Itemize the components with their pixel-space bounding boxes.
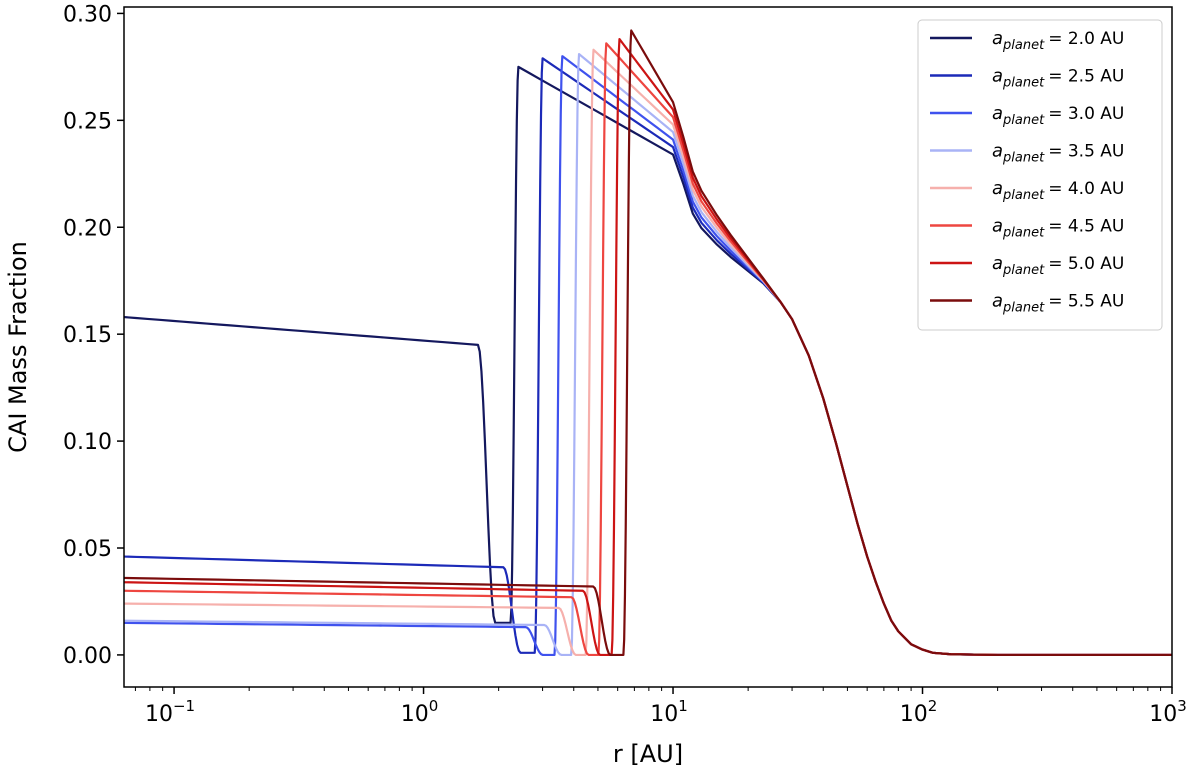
x-tick-base: 10 <box>1149 702 1177 727</box>
legend-value: = 3.0 AU <box>1048 104 1124 124</box>
x-tick-label: 100 <box>401 697 439 727</box>
legend-subscript: planet <box>1002 38 1045 53</box>
x-tick-exponent: −1 <box>173 697 195 715</box>
plot-frame <box>123 6 1173 688</box>
legend-symbol: a <box>992 216 1003 237</box>
legend-subscript: planet <box>1002 76 1045 91</box>
x-tick-exponent: 3 <box>1177 697 1187 715</box>
x-tick-base: 10 <box>900 702 928 727</box>
y-tick-label: 0.15 <box>63 323 112 348</box>
x-axis-label: r [AU] <box>613 740 683 768</box>
legend-value: = 3.5 AU <box>1048 142 1124 162</box>
legend-label: aplanet = 2.0 AU <box>992 28 1124 53</box>
legend-label: aplanet = 4.0 AU <box>992 178 1124 203</box>
x-tick-label: 101 <box>650 697 688 727</box>
legend-subscript: planet <box>1002 263 1045 278</box>
legend-value: = 5.5 AU <box>1048 292 1124 312</box>
x-tick-label: 10−1 <box>145 697 195 727</box>
y-tick-label: 0.25 <box>63 109 112 134</box>
legend-subscript: planet <box>1002 188 1045 203</box>
legend-label: aplanet = 4.5 AU <box>992 216 1124 241</box>
legend-label: aplanet = 3.5 AU <box>992 141 1124 166</box>
legend-box <box>917 19 1163 331</box>
x-tick-base: 10 <box>650 702 678 727</box>
y-tick-label: 0.10 <box>63 430 112 455</box>
legend-value: = 2.5 AU <box>1048 67 1124 87</box>
y-tick-label: 0.20 <box>63 216 112 241</box>
legend-symbol: a <box>992 178 1003 199</box>
x-tick-label: 103 <box>1149 697 1187 727</box>
legend-subscript: planet <box>1002 151 1045 166</box>
legend-symbol: a <box>992 103 1003 124</box>
legend-value: = 2.0 AU <box>1048 29 1124 49</box>
x-tick-exponent: 0 <box>429 697 439 715</box>
legend-symbol: a <box>992 66 1003 87</box>
x-tick-exponent: 1 <box>678 697 688 715</box>
series-layer <box>123 29 1172 657</box>
y-tick-label: 0.30 <box>63 2 112 27</box>
legend-value: = 4.0 AU <box>1048 179 1124 199</box>
y-axis-label: CAI Mass Fraction <box>4 241 32 453</box>
legend-symbol: a <box>992 28 1003 49</box>
x-tick-label: 102 <box>900 697 938 727</box>
legend-symbol: a <box>992 253 1003 274</box>
x-tick-exponent: 2 <box>928 697 938 715</box>
legend-subscript: planet <box>1002 226 1045 241</box>
legend-symbol: a <box>992 291 1003 312</box>
x-tick-base: 10 <box>145 702 173 727</box>
x-tick-base: 10 <box>401 702 429 727</box>
legend-subscript: planet <box>1002 301 1045 316</box>
legend-symbol: a <box>992 141 1003 162</box>
series-line <box>123 29 1172 657</box>
legend-label: aplanet = 5.0 AU <box>992 253 1124 278</box>
y-tick-label: 0.05 <box>63 537 112 562</box>
legend-value: = 4.5 AU <box>1048 217 1124 237</box>
legend-label: aplanet = 2.5 AU <box>992 66 1124 91</box>
legend-subscript: planet <box>1002 113 1045 128</box>
legend-label: aplanet = 5.5 AU <box>992 291 1124 316</box>
legend-value: = 5.0 AU <box>1048 254 1124 274</box>
legend-label: aplanet = 3.0 AU <box>992 103 1124 128</box>
y-tick-label: 0.00 <box>63 644 112 669</box>
